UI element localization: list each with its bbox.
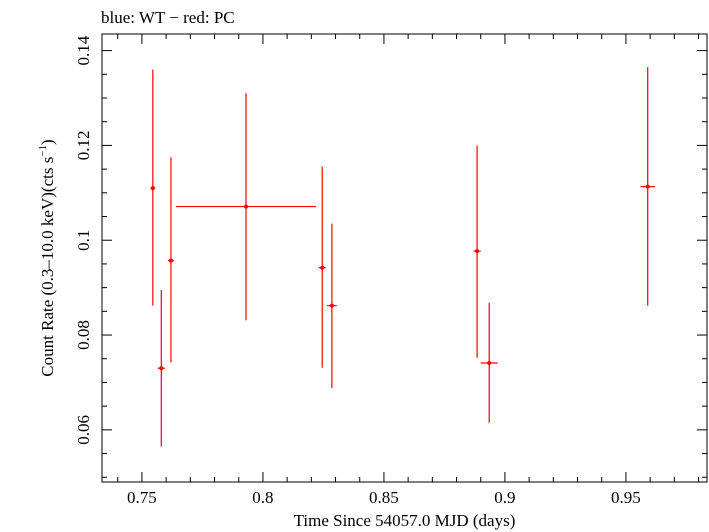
x-tick-label: 0.8 bbox=[252, 488, 273, 507]
y-tick-label: 0.14 bbox=[74, 35, 93, 65]
x-axis: 0.75 0.8 0.85 0.9 0.95 bbox=[117, 34, 700, 507]
point-marker bbox=[475, 249, 480, 254]
y-tick-label: 0.06 bbox=[74, 415, 93, 445]
y-axis-label-exponent: −1 bbox=[37, 145, 49, 157]
data-point bbox=[157, 290, 165, 447]
data-point bbox=[640, 67, 655, 306]
plot-frame bbox=[101, 33, 708, 483]
x-tick-label: 0.75 bbox=[127, 488, 157, 507]
y-tick-label: 0.12 bbox=[74, 131, 93, 161]
data-point bbox=[473, 145, 481, 358]
point-marker bbox=[159, 366, 164, 371]
chart-title: blue: WT − red: PC bbox=[101, 8, 235, 27]
point-marker bbox=[320, 265, 325, 270]
point-marker bbox=[150, 186, 155, 191]
point-marker bbox=[243, 204, 248, 209]
point-marker bbox=[168, 258, 173, 263]
y-axis-label-main: Count Rate (0.3–10.0 keV)(cts s bbox=[38, 157, 57, 377]
data-point bbox=[327, 223, 337, 389]
y-axis: 0.06 0.08 0.1 0.12 0.14 bbox=[74, 35, 707, 478]
x-tick-label: 0.95 bbox=[611, 488, 641, 507]
y-axis-label-close: ) bbox=[38, 139, 57, 145]
point-marker bbox=[487, 361, 492, 366]
x-axis-label: Time Since 54057.0 MJD (days) bbox=[294, 511, 516, 530]
data-series-pc bbox=[150, 67, 655, 447]
y-axis-label: Count Rate (0.3–10.0 keV)(cts s−1) bbox=[37, 139, 57, 376]
data-point bbox=[150, 69, 156, 306]
x-tick-label: 0.85 bbox=[369, 488, 399, 507]
data-point bbox=[480, 302, 498, 423]
y-tick-label: 0.1 bbox=[74, 230, 93, 251]
point-marker bbox=[645, 184, 650, 189]
data-point bbox=[175, 93, 317, 321]
x-tick-label: 0.9 bbox=[494, 488, 515, 507]
data-point bbox=[318, 166, 326, 368]
data-point bbox=[168, 157, 174, 363]
y-tick-label: 0.08 bbox=[74, 320, 93, 350]
point-marker bbox=[329, 303, 334, 308]
